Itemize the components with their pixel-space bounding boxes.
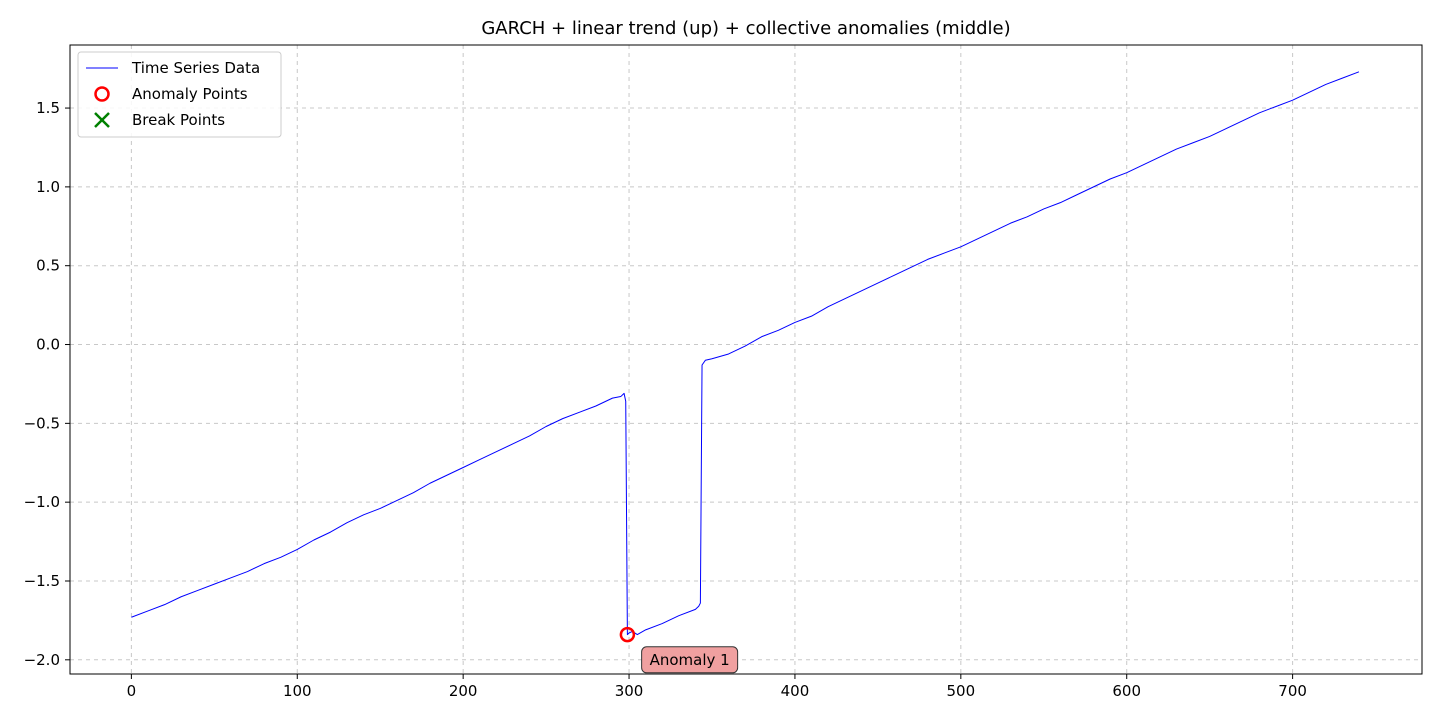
legend-label-anomaly: Anomaly Points bbox=[132, 85, 248, 103]
y-tick-label: −1.5 bbox=[24, 572, 60, 590]
legend-label-break: Break Points bbox=[132, 111, 225, 129]
x-tick-label: 300 bbox=[615, 682, 644, 700]
plot-frame bbox=[69, 44, 1423, 675]
x-tick-label: 700 bbox=[1278, 682, 1307, 700]
legend: Time Series Data Anomaly Points Break Po… bbox=[77, 51, 282, 138]
x-tick-label: 400 bbox=[781, 682, 810, 700]
y-axis: 1.5 1.0 0.5 0.0 −0.5 −1.0 −1.5 −2.0 bbox=[24, 99, 70, 669]
series-line bbox=[131, 71, 1360, 636]
y-tick-label: 1.5 bbox=[36, 99, 60, 117]
x-tick-label: 600 bbox=[1112, 682, 1141, 700]
y-tick-label: −1.0 bbox=[24, 493, 60, 511]
legend-label-series: Time Series Data bbox=[131, 59, 260, 77]
y-tick-label: −2.0 bbox=[24, 651, 60, 669]
legend-anomaly-marker-icon bbox=[94, 86, 110, 102]
x-axis: 0 100 200 300 400 500 600 700 bbox=[127, 674, 1307, 700]
grid bbox=[70, 45, 1422, 674]
annotation-label: Anomaly 1 bbox=[650, 651, 730, 669]
annotation-box bbox=[641, 646, 739, 674]
anomaly-point-marker bbox=[619, 626, 636, 643]
chart-title: GARCH + linear trend (up) + collective a… bbox=[481, 18, 1010, 39]
y-tick-label: −0.5 bbox=[24, 414, 60, 432]
x-tick-label: 0 bbox=[127, 682, 137, 700]
legend-box bbox=[77, 51, 282, 138]
y-tick-label: 0.0 bbox=[36, 336, 60, 354]
series-layer bbox=[131, 71, 1360, 636]
y-tick-label: 0.5 bbox=[36, 257, 60, 275]
anomaly-layer bbox=[619, 626, 636, 643]
legend-break-marker-icon bbox=[94, 112, 110, 128]
x-tick-label: 100 bbox=[283, 682, 312, 700]
x-tick-label: 200 bbox=[449, 682, 478, 700]
y-tick-label: 1.0 bbox=[36, 178, 60, 196]
x-tick-label: 500 bbox=[947, 682, 976, 700]
annotation-layer: Anomaly 1 bbox=[641, 646, 739, 674]
